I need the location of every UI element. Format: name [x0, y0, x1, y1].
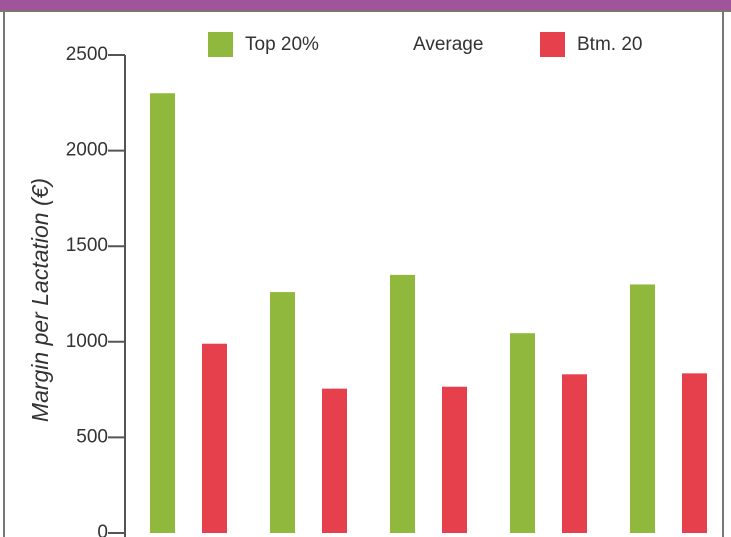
y-tick-label: 1500 [66, 235, 108, 256]
legend-label: Average [413, 34, 483, 55]
bar [150, 93, 175, 534]
y-tick-label: 2000 [66, 140, 108, 161]
bar [562, 374, 587, 533]
bar [270, 292, 295, 533]
y-tick-label: 500 [76, 426, 108, 447]
y-tick-label: 1000 [66, 331, 108, 352]
y-tick-label: 0 [97, 522, 108, 537]
bar [390, 274, 415, 533]
y-tick-label: 2500 [66, 44, 108, 65]
bar [630, 284, 655, 533]
bar [510, 333, 535, 533]
bar [322, 388, 347, 533]
bar [202, 343, 227, 533]
y-axis-title: Margin per Lactation (€) [27, 178, 53, 422]
bar [682, 373, 707, 533]
bar [442, 386, 467, 533]
legend-label: Top 20% [245, 34, 319, 55]
legend-swatch [540, 32, 565, 57]
legend-label: Btm. 20 [577, 34, 642, 55]
legend-swatch [208, 32, 233, 57]
title-band [0, 0, 731, 10]
